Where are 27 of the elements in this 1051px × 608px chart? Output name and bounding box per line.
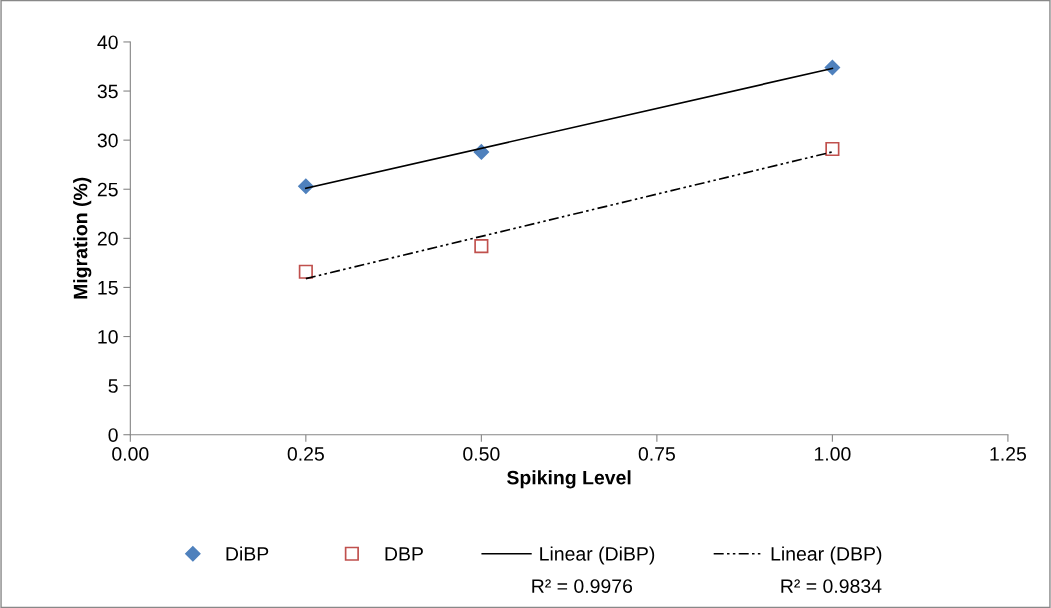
point	[825, 141, 840, 157]
y-tick-label: 15	[98, 281, 118, 295]
y-tick-label: 5	[108, 379, 118, 393]
legend-label: Linear (DBP)	[771, 546, 882, 565]
x-tick-label: 0.00	[112, 447, 149, 461]
legend-label: Linear (DiBP)	[540, 546, 655, 565]
text: R² = 0.9976	[532, 579, 633, 593]
y-tick-label: 35	[97, 84, 118, 99]
legend-label: DiBP	[226, 546, 269, 561]
y-tick-label: 30	[97, 133, 118, 148]
x-axis-title: Spiking Level	[507, 470, 631, 489]
y-axis-title: Migration (%)	[73, 177, 92, 299]
x-tick-label: 1.00	[814, 447, 851, 461]
y-tick-label: 10	[98, 330, 118, 344]
x-tick-label: 0.25	[287, 447, 324, 461]
text: R² = 0.9834	[781, 579, 882, 593]
x-tick-label: 0.50	[463, 447, 500, 461]
point	[824, 59, 841, 76]
y-tick-label: 0	[108, 428, 118, 442]
y-tick-label: 25	[97, 182, 118, 197]
x-tick-label: 0.75	[638, 447, 675, 461]
y-tick-label: 40	[97, 35, 118, 50]
point	[474, 239, 489, 254]
x-tick-label: 1.25	[990, 447, 1027, 461]
legend-label: DBP	[385, 547, 423, 561]
point	[298, 264, 313, 279]
y-tick-label: 20	[97, 231, 118, 246]
